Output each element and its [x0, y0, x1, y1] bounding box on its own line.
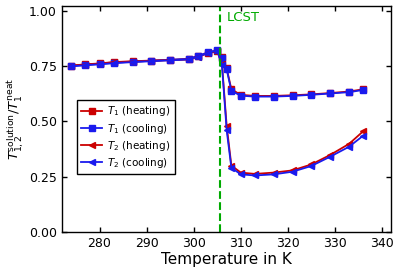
- Text: LCST: LCST: [227, 11, 260, 24]
- $T_2$ (cooling): [328, 155, 333, 158]
- $T_2$ (cooling): [215, 49, 220, 52]
- $T_1$ (cooling): [130, 60, 135, 63]
- $T_2$ (heating): [111, 61, 116, 64]
- $T_1$ (heating): [290, 94, 295, 97]
- $T_1$ (cooling): [69, 64, 74, 68]
- $T_1$ (heating): [252, 94, 257, 97]
- $T_1$ (heating): [149, 59, 154, 62]
- $T_1$ (heating): [206, 51, 210, 55]
- $T_1$ (heating): [97, 62, 102, 65]
- $T_1$ (cooling): [220, 56, 224, 59]
- $T_2$ (cooling): [290, 170, 295, 173]
- $T_1$ (heating): [271, 94, 276, 97]
- $T_2$ (cooling): [149, 60, 154, 63]
- $T_1$ (cooling): [111, 61, 116, 64]
- $T_2$ (cooling): [361, 134, 366, 137]
- $T_2$ (heating): [206, 52, 210, 55]
- $T_2$ (cooling): [229, 166, 234, 169]
- $T_2$ (cooling): [69, 65, 74, 68]
- $T_1$ (heating): [238, 93, 243, 96]
- $T_2$ (heating): [69, 64, 74, 67]
- $T_1$ (heating): [220, 56, 224, 59]
- $T_2$ (heating): [328, 153, 333, 156]
- $T_1$ (cooling): [186, 57, 191, 60]
- $T_2$ (heating): [149, 59, 154, 63]
- Legend: $T_1$ (heating), $T_1$ (cooling), $T_2$ (heating), $T_2$ (cooling): $T_1$ (heating), $T_1$ (cooling), $T_2$ …: [77, 100, 174, 174]
- Y-axis label: $T_{1,2}^{\rm solution}/T_1^{\rm neat}$: $T_{1,2}^{\rm solution}/T_1^{\rm neat}$: [6, 78, 26, 160]
- $T_1$ (cooling): [361, 88, 366, 92]
- $T_1$ (cooling): [97, 62, 102, 66]
- $T_1$ (heating): [69, 64, 74, 67]
- $T_2$ (cooling): [347, 145, 352, 149]
- $T_1$ (heating): [361, 88, 366, 91]
- $T_2$ (cooling): [309, 164, 314, 168]
- $T_2$ (heating): [238, 171, 243, 174]
- $T_2$ (cooling): [206, 51, 210, 55]
- $T_2$ (heating): [271, 171, 276, 174]
- $T_2$ (cooling): [196, 55, 201, 58]
- $T_2$ (heating): [290, 169, 295, 172]
- $T_1$ (cooling): [238, 94, 243, 97]
- $T_1$ (heating): [168, 58, 172, 61]
- $T_2$ (heating): [229, 164, 234, 167]
- $T_1$ (cooling): [83, 63, 88, 67]
- $T_1$ (heating): [328, 91, 333, 95]
- Line: $T_2$ (cooling): $T_2$ (cooling): [68, 47, 367, 179]
- $T_1$ (cooling): [290, 94, 295, 97]
- $T_2$ (cooling): [271, 173, 276, 176]
- $T_2$ (cooling): [130, 61, 135, 64]
- $T_1$ (cooling): [168, 58, 172, 61]
- $T_1$ (cooling): [328, 92, 333, 95]
- $T_1$ (heating): [83, 63, 88, 66]
- $T_1$ (heating): [111, 61, 116, 64]
- Line: $T_1$ (heating): $T_1$ (heating): [68, 48, 366, 99]
- $T_1$ (cooling): [215, 49, 220, 52]
- $T_1$ (heating): [309, 93, 314, 96]
- $T_1$ (cooling): [229, 89, 234, 93]
- $T_2$ (heating): [97, 62, 102, 65]
- $T_2$ (cooling): [97, 63, 102, 66]
- $T_1$ (cooling): [271, 95, 276, 98]
- $T_1$ (heating): [347, 90, 352, 93]
- $T_2$ (heating): [220, 62, 224, 66]
- $T_1$ (heating): [215, 49, 220, 52]
- $T_2$ (heating): [83, 63, 88, 66]
- $T_2$ (cooling): [252, 174, 257, 177]
- $T_2$ (cooling): [111, 62, 116, 65]
- $T_2$ (heating): [130, 60, 135, 63]
- $T_2$ (cooling): [186, 58, 191, 61]
- $T_2$ (cooling): [220, 63, 224, 67]
- $T_2$ (cooling): [224, 129, 229, 132]
- $T_2$ (heating): [196, 55, 201, 58]
- $T_1$ (heating): [196, 55, 201, 58]
- $T_1$ (cooling): [224, 68, 229, 71]
- $T_2$ (heating): [215, 49, 220, 53]
- $T_2$ (heating): [309, 163, 314, 166]
- Line: $T_2$ (heating): $T_2$ (heating): [68, 48, 367, 177]
- $T_2$ (heating): [186, 58, 191, 61]
- $T_1$ (cooling): [347, 91, 352, 94]
- $T_1$ (heating): [229, 88, 234, 91]
- $T_2$ (heating): [361, 130, 366, 133]
- $T_2$ (cooling): [238, 173, 243, 176]
- $T_2$ (cooling): [83, 64, 88, 67]
- $T_1$ (cooling): [149, 59, 154, 63]
- X-axis label: Temperature in K: Temperature in K: [161, 253, 292, 268]
- $T_2$ (cooling): [168, 59, 172, 62]
- $T_1$ (cooling): [309, 93, 314, 96]
- $T_2$ (heating): [168, 58, 172, 62]
- $T_2$ (heating): [347, 142, 352, 146]
- $T_2$ (heating): [252, 172, 257, 176]
- $T_1$ (heating): [186, 57, 191, 61]
- $T_1$ (cooling): [196, 54, 201, 57]
- $T_1$ (cooling): [252, 95, 257, 98]
- $T_1$ (cooling): [206, 51, 210, 54]
- $T_1$ (heating): [224, 67, 229, 70]
- $T_1$ (heating): [130, 60, 135, 63]
- $T_2$ (heating): [224, 124, 229, 127]
- Line: $T_1$ (cooling): $T_1$ (cooling): [68, 48, 366, 99]
